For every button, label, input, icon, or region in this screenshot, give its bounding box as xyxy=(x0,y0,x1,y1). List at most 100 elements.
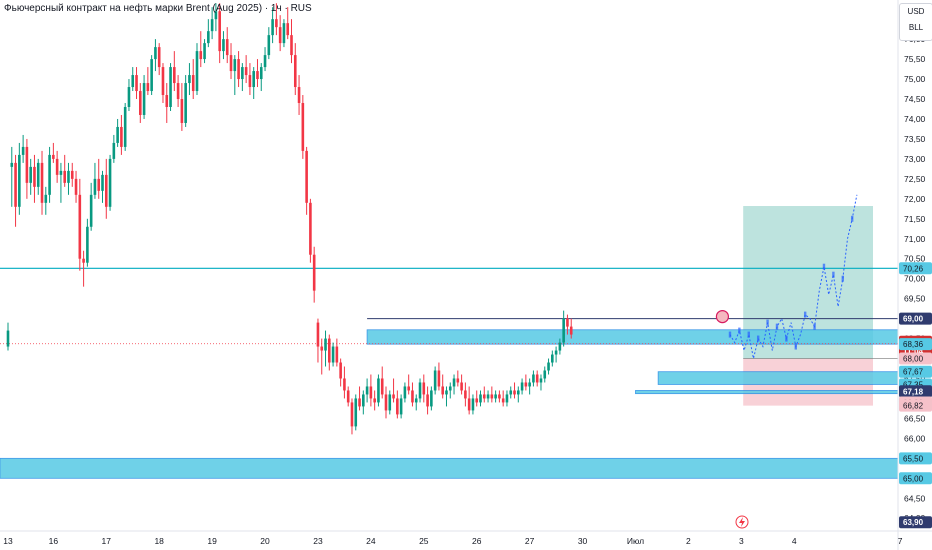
candle-body[interactable] xyxy=(267,35,271,56)
candle-body[interactable] xyxy=(414,398,418,403)
candle-body[interactable] xyxy=(112,142,116,159)
candle-body[interactable] xyxy=(271,19,274,36)
candle-body[interactable] xyxy=(475,398,479,403)
touch-marker[interactable] xyxy=(715,310,730,324)
candle-body[interactable] xyxy=(199,51,203,60)
candle-body[interactable] xyxy=(305,150,308,203)
candle-body[interactable] xyxy=(67,170,70,183)
support-zone[interactable] xyxy=(657,371,899,385)
candle-body[interactable] xyxy=(188,75,191,84)
support-zone[interactable] xyxy=(0,457,899,479)
candle-body[interactable] xyxy=(101,174,104,191)
candle-body[interactable] xyxy=(392,394,395,399)
candle-body[interactable] xyxy=(237,59,240,80)
candle-body[interactable] xyxy=(513,390,516,395)
support-zone[interactable] xyxy=(635,390,899,395)
candle-body[interactable] xyxy=(437,370,441,387)
candle-body[interactable] xyxy=(452,378,456,387)
candle-body[interactable] xyxy=(433,370,437,391)
candle-body[interactable] xyxy=(44,194,48,203)
candle-body[interactable] xyxy=(142,83,146,115)
candle-body[interactable] xyxy=(403,386,407,399)
candle-body[interactable] xyxy=(293,55,297,88)
candle-body[interactable] xyxy=(146,83,150,92)
candle-body[interactable] xyxy=(135,75,138,92)
candle-body[interactable] xyxy=(225,39,229,56)
candle-body[interactable] xyxy=(562,318,565,343)
candle-body[interactable] xyxy=(89,194,93,227)
candle-body[interactable] xyxy=(301,103,305,151)
candle-body[interactable] xyxy=(365,386,369,395)
candle-body[interactable] xyxy=(244,67,248,76)
candle-body[interactable] xyxy=(6,330,10,347)
candle-body[interactable] xyxy=(150,59,153,92)
candle-body[interactable] xyxy=(214,11,218,20)
candle-body[interactable] xyxy=(70,170,74,179)
currency-unit-button[interactable]: USD BLL xyxy=(899,3,932,41)
candle-body[interactable] xyxy=(104,174,108,207)
candle-body[interactable] xyxy=(290,35,293,56)
candle-body[interactable] xyxy=(528,382,531,387)
candle-body[interactable] xyxy=(498,394,501,399)
projection-path[interactable] xyxy=(729,194,858,359)
support-zone[interactable] xyxy=(366,329,899,345)
candle-body[interactable] xyxy=(97,178,101,191)
candle-body[interactable] xyxy=(275,19,278,28)
candle-body[interactable] xyxy=(29,166,32,183)
candle-body[interactable] xyxy=(123,106,127,147)
candle-body[interactable] xyxy=(14,162,17,207)
candle-body[interactable] xyxy=(569,326,573,335)
candle-body[interactable] xyxy=(539,378,543,383)
candle-body[interactable] xyxy=(426,394,429,407)
candle-body[interactable] xyxy=(52,154,55,159)
candle-body[interactable] xyxy=(263,55,267,68)
candle-body[interactable] xyxy=(328,338,331,363)
candle-body[interactable] xyxy=(517,390,520,395)
candle-body[interactable] xyxy=(180,99,184,123)
candle-body[interactable] xyxy=(312,254,316,291)
candle-body[interactable] xyxy=(407,386,410,391)
candle-body[interactable] xyxy=(108,158,112,207)
candle-body[interactable] xyxy=(362,394,365,407)
candle-body[interactable] xyxy=(131,75,135,88)
candle-body[interactable] xyxy=(316,322,320,347)
candle-body[interactable] xyxy=(445,390,448,395)
candle-body[interactable] xyxy=(195,51,199,92)
candle-body[interactable] xyxy=(154,47,157,60)
candle-body[interactable] xyxy=(547,362,550,371)
candle-body[interactable] xyxy=(331,346,335,363)
candle-body[interactable] xyxy=(471,398,475,411)
candle-body[interactable] xyxy=(78,194,82,259)
candle-body[interactable] xyxy=(218,11,221,52)
candle-body[interactable] xyxy=(320,346,324,351)
candle-body[interactable] xyxy=(467,398,471,411)
candle-body[interactable] xyxy=(278,27,282,44)
candle-body[interactable] xyxy=(339,362,342,379)
candle-body[interactable] xyxy=(422,382,426,395)
candle-body[interactable] xyxy=(116,126,119,143)
candle-body[interactable] xyxy=(210,19,214,32)
candle-body[interactable] xyxy=(411,390,414,403)
candle-body[interactable] xyxy=(82,258,85,263)
candle-body[interactable] xyxy=(157,47,161,68)
candle-body[interactable] xyxy=(59,170,63,175)
candle-body[interactable] xyxy=(120,126,123,147)
candle-body[interactable] xyxy=(48,154,51,195)
candle-body[interactable] xyxy=(10,162,14,167)
candle-body[interactable] xyxy=(256,71,259,80)
candle-body[interactable] xyxy=(282,23,286,44)
candle-body[interactable] xyxy=(358,398,361,407)
candle-body[interactable] xyxy=(494,394,497,399)
candle-body[interactable] xyxy=(259,67,263,80)
candle-body[interactable] xyxy=(297,87,301,104)
candle-body[interactable] xyxy=(343,378,346,391)
candle-body[interactable] xyxy=(430,390,433,407)
candle-body[interactable] xyxy=(464,390,467,399)
candle-body[interactable] xyxy=(169,67,172,107)
candle-body[interactable] xyxy=(456,378,460,383)
candle-body[interactable] xyxy=(86,226,89,263)
candle-body[interactable] xyxy=(229,55,233,72)
candle-body[interactable] xyxy=(532,374,535,383)
candle-body[interactable] xyxy=(441,386,444,395)
candle-body[interactable] xyxy=(139,91,142,115)
